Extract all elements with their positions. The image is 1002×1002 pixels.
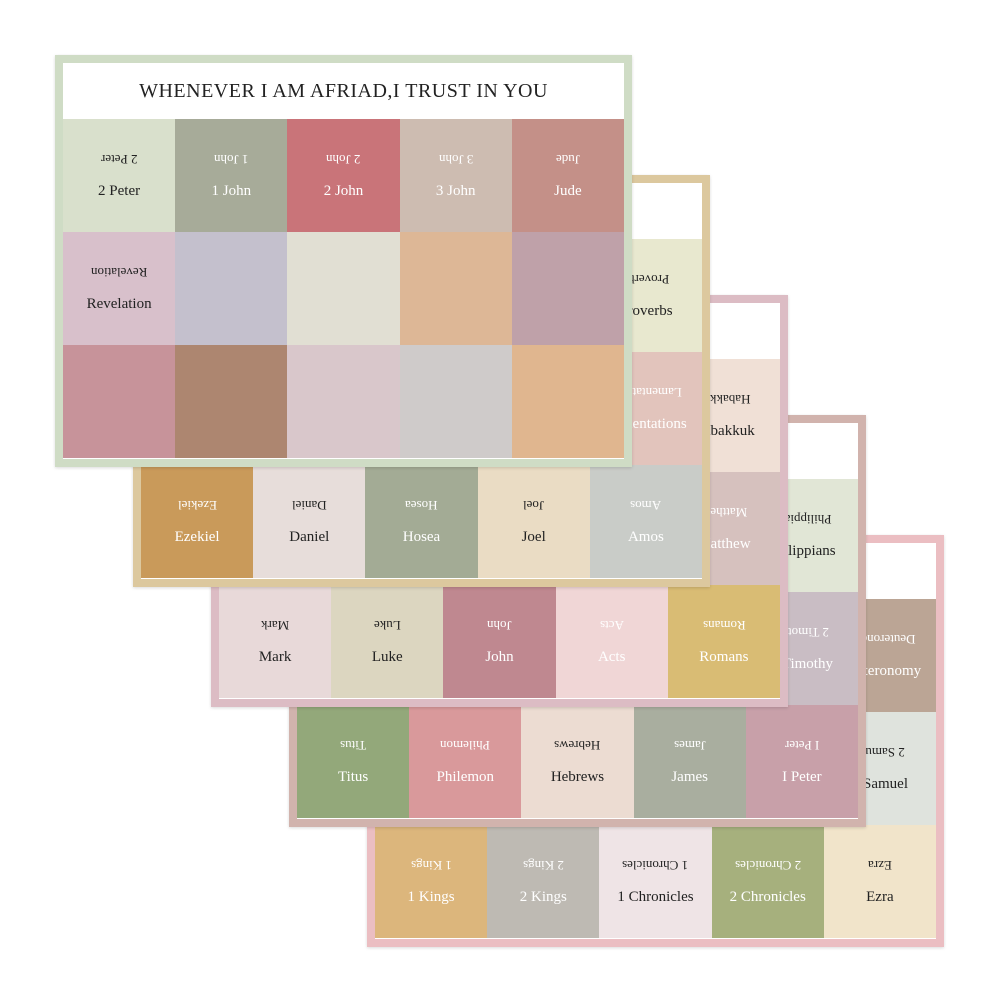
sticker-label-mirrored: Amos — [630, 498, 662, 513]
tab-sticker: Hebrews Hebrews — [521, 705, 634, 818]
blank-sticker — [287, 345, 400, 458]
sticker-label-mirrored: Luke — [373, 618, 401, 633]
blank-sticker — [287, 232, 400, 345]
blank-sticker — [175, 345, 288, 458]
tab-sticker: 3 John 3 John — [399, 119, 512, 232]
sticker-label: Revelation — [86, 296, 152, 312]
sticker-label-mirrored: 1 Chronicles — [622, 858, 689, 873]
blank-sticker — [511, 232, 624, 345]
tab-sticker: Jude Jude — [511, 119, 624, 232]
sheet-title: WHENEVER I AM AFRIAD,I TRUST IN YOU — [139, 79, 548, 102]
tab-sticker: Revelation Revelation — [63, 232, 176, 345]
tab-sticker: I Peter I Peter — [745, 705, 858, 818]
sticker-label: 2 Chronicles — [729, 889, 806, 905]
blank-sticker — [511, 345, 624, 458]
tab-sticker: Amos Amos — [589, 465, 702, 578]
sticker-label: Joel — [521, 529, 546, 545]
sticker-label-mirrored: Mark — [261, 618, 290, 633]
tab-sticker: Ezekiel Ezekiel — [141, 465, 254, 578]
sticker-label: Ezra — [866, 889, 894, 905]
sticker-label: Jude — [554, 183, 582, 199]
sticker-label: 3 John — [435, 183, 476, 199]
sticker-label: Matthew — [697, 536, 751, 552]
sticker-label: Mark — [258, 649, 292, 665]
sticker-label-mirrored: Philemon — [440, 738, 491, 753]
sticker-label-mirrored: Hosea — [405, 498, 438, 513]
sticker-label-mirrored: 1 Kings — [410, 858, 452, 873]
sticker-label-mirrored: Acts — [599, 618, 624, 633]
tab-sticker: James James — [633, 705, 746, 818]
sticker-label-mirrored: Revelation — [90, 265, 148, 280]
tab-sticker: Titus Titus — [297, 705, 410, 818]
sticker-label-mirrored: 3 John — [438, 152, 473, 167]
tab-sticker: Joel Joel — [477, 465, 590, 578]
sticker-label: 2 Peter — [98, 183, 141, 199]
tab-sticker: Luke Luke — [331, 585, 444, 698]
tab-sticker: Acts Acts — [555, 585, 668, 698]
sticker-label: John — [485, 649, 514, 665]
tab-sticker: Hosea Hosea — [365, 465, 478, 578]
tab-sticker: Romans Romans — [667, 585, 780, 698]
tab-sticker: Daniel Daniel — [253, 465, 366, 578]
sticker-label: Luke — [371, 649, 403, 665]
sticker-label-mirrored: John — [487, 618, 512, 633]
tab-sticker: 1 John 1 John — [175, 119, 288, 232]
sticker-label-mirrored: Titus — [339, 738, 367, 753]
sticker-label-mirrored: Ezekiel — [177, 498, 217, 513]
sticker-label: James — [671, 769, 709, 785]
sticker-label: Ezekiel — [174, 529, 220, 545]
sticker-label: 1 Chronicles — [617, 889, 694, 905]
blank-sticker — [399, 232, 512, 345]
tab-sticker: 2 John 2 John — [287, 119, 400, 232]
sticker-label-mirrored: 2 John — [326, 152, 361, 167]
sticker-label: 1 John — [211, 183, 252, 199]
sticker-label-mirrored: Ezra — [867, 858, 892, 873]
sticker-label-mirrored: James — [673, 738, 706, 753]
sticker-label: Romans — [699, 649, 749, 665]
tab-sticker: 1 Kings 1 Kings — [375, 825, 488, 938]
sticker-label: Proverbs — [619, 303, 673, 319]
tab-sticker: Philemon Philemon — [409, 705, 522, 818]
sticker-label: Acts — [597, 649, 626, 665]
tab-sticker: Mark Mark — [219, 585, 332, 698]
sticker-label-mirrored: Joel — [523, 498, 545, 513]
tab-sticker: 2 Chronicles 2 Chronicles — [711, 825, 824, 938]
blank-sticker — [63, 345, 176, 458]
tab-sticker: 1 Chronicles 1 Chronicles — [599, 825, 712, 938]
sticker-label-mirrored: 1 John — [214, 152, 249, 167]
sticker-label: 1 Kings — [407, 889, 455, 905]
blank-sticker — [175, 232, 288, 345]
sticker-label-mirrored: 2 Kings — [522, 858, 564, 873]
sticker-label: 2 Kings — [519, 889, 567, 905]
sticker-label-mirrored: Jude — [555, 152, 580, 167]
sticker-label: Daniel — [289, 529, 330, 545]
sticker-label-mirrored: 2 Peter — [100, 152, 138, 167]
sticker-sheet: WHENEVER I AM AFRIAD,I TRUST IN YOU 2 Pet… — [55, 55, 632, 467]
sticker-label-mirrored: Hebrews — [554, 738, 601, 753]
sticker-label-mirrored: Daniel — [291, 498, 327, 513]
sticker-label: Hosea — [402, 529, 441, 545]
sticker-label: Philemon — [436, 769, 495, 785]
sticker-label-mirrored: 2 Chronicles — [734, 858, 801, 873]
blank-sticker — [399, 345, 512, 458]
tab-sticker: 2 Kings 2 Kings — [487, 825, 600, 938]
tab-sticker: 2 Peter 2 Peter — [63, 119, 176, 232]
sticker-label: Titus — [337, 769, 369, 785]
sticker-label-mirrored: Romans — [702, 618, 746, 633]
sticker-label: Amos — [627, 529, 664, 545]
tab-sticker: Ezra Ezra — [823, 825, 936, 938]
sticker-label-mirrored: I Peter — [784, 738, 820, 753]
sticker-label: I Peter — [782, 769, 822, 785]
sticker-label: Hebrews — [550, 769, 605, 785]
tab-sticker: John John — [443, 585, 556, 698]
sticker-label: 2 John — [323, 183, 364, 199]
